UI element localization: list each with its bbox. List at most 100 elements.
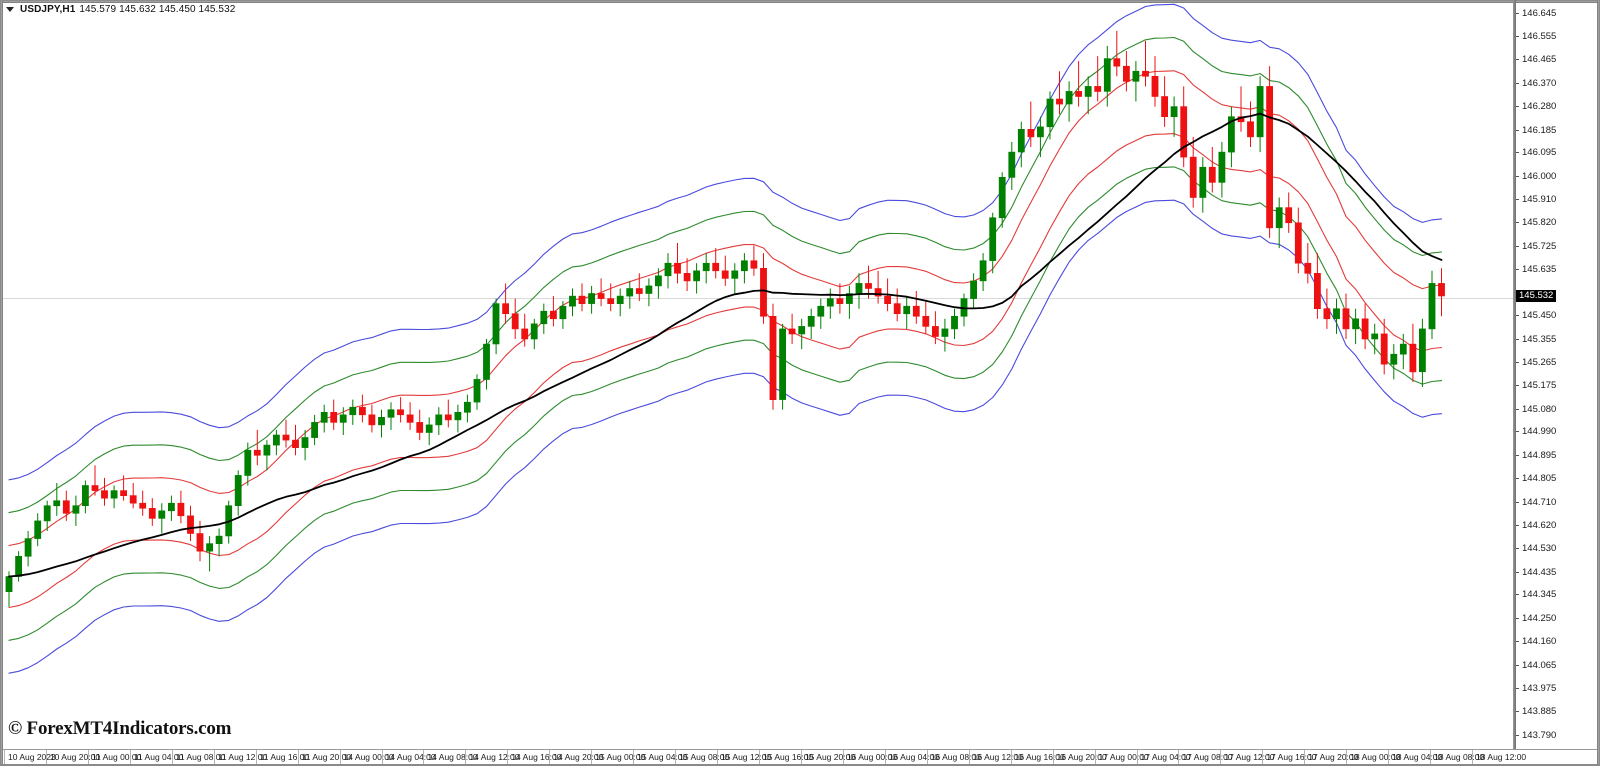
- chart-plot-area[interactable]: [3, 3, 1513, 747]
- time-tick: 18 Aug 04:00: [1388, 750, 1442, 764]
- candle-body: [1438, 283, 1445, 297]
- envelope-outer-lower-line: [8, 199, 1443, 674]
- envelope-inner-upper-line: [8, 70, 1443, 547]
- candle-body: [129, 495, 137, 504]
- candle-body: [979, 260, 987, 282]
- current-price-label: 145.532: [1516, 289, 1557, 302]
- window-left-border: [0, 0, 3, 766]
- candle-body: [540, 310, 548, 325]
- price-tick: 143.885: [1516, 706, 1597, 717]
- candle-body: [1208, 166, 1216, 183]
- candle-body: [148, 507, 156, 519]
- price-tick: 145.355: [1516, 335, 1597, 345]
- price-tick-label: 144.990: [1522, 426, 1557, 438]
- candle-body: [82, 485, 89, 507]
- time-tick-bar: [1388, 750, 1390, 764]
- time-tick-bar: [633, 750, 635, 764]
- time-tick: 14 Aug 00:00: [339, 750, 394, 764]
- candle-body: [721, 270, 729, 279]
- price-tick-dash: [1516, 176, 1519, 178]
- candle-body: [272, 434, 280, 446]
- candle-body: [1084, 86, 1092, 97]
- candle-body: [1256, 86, 1264, 138]
- price-tick-label: 145.910: [1522, 194, 1557, 206]
- candle-body: [330, 411, 338, 423]
- time-tick: 15 Aug 00:00: [591, 750, 645, 764]
- candle-body: [196, 533, 204, 552]
- time-tick-bar: [1472, 750, 1474, 764]
- candle-body: [1285, 207, 1293, 224]
- candle-body: [941, 328, 949, 337]
- candlestick-series: [5, 30, 1445, 607]
- time-tick-label: 14 Aug 20:00: [553, 752, 604, 762]
- time-tick-label: 14 Aug 00:00: [343, 752, 394, 762]
- candle-body: [597, 293, 605, 299]
- price-tick-dash: [1516, 268, 1519, 270]
- time-tick-label: 11 Aug 08:00: [175, 752, 226, 762]
- time-tick-label: 18 Aug 00:00: [1350, 752, 1401, 762]
- candle-body: [1342, 308, 1350, 330]
- candle-body: [817, 305, 825, 317]
- time-tick-label: 15 Aug 00:00: [595, 752, 646, 762]
- time-tick: 16 Aug 16:00: [1010, 750, 1065, 764]
- time-tick-bar: [339, 750, 341, 764]
- time-tick-label: 15 Aug 04:00: [637, 752, 688, 762]
- envelope-inner-lower-line: [8, 133, 1443, 609]
- time-tick-bar: [1010, 750, 1012, 764]
- candle-body: [1103, 58, 1111, 92]
- price-tick-dash: [1516, 58, 1519, 60]
- time-tick-bar: [1094, 750, 1096, 764]
- time-tick-bar: [1430, 750, 1432, 764]
- time-tick-bar: [884, 750, 886, 764]
- price-tick: 146.000: [1516, 172, 1597, 182]
- candle-body: [1151, 76, 1159, 97]
- candle-body: [1008, 151, 1016, 178]
- candle-body: [435, 414, 443, 426]
- price-tick-label: 144.895: [1522, 450, 1557, 462]
- candle-body: [1180, 106, 1188, 158]
- candle-body: [1266, 86, 1273, 229]
- candle-body: [34, 520, 42, 539]
- price-tick-dash: [1516, 431, 1519, 433]
- candle-body: [1323, 308, 1331, 320]
- price-tick-label: 144.065: [1522, 660, 1557, 672]
- candle-body: [301, 437, 309, 448]
- price-tick-label: 143.975: [1522, 682, 1557, 694]
- price-tick-label: 144.530: [1522, 542, 1557, 554]
- price-tick: 144.250: [1516, 614, 1597, 624]
- chevron-down-icon[interactable]: [6, 7, 14, 12]
- time-scale[interactable]: 10 Aug 2023 10 Aug 20:00 11 Aug 00:00 11 Au…: [3, 749, 1597, 764]
- candle-body: [158, 510, 166, 519]
- candle-body: [989, 217, 997, 261]
- time-tick: 16 Aug 04:00: [884, 750, 939, 764]
- candle-body: [1294, 222, 1302, 264]
- price-tick: 144.895: [1516, 451, 1597, 461]
- candle-body: [693, 270, 700, 282]
- candle-body: [912, 305, 920, 317]
- time-tick: 14 Aug 08:00: [423, 750, 478, 764]
- time-tick-bar: [45, 750, 47, 764]
- price-tick: 144.990: [1516, 427, 1597, 437]
- candle-body: [702, 262, 710, 272]
- price-tick-dash: [1516, 339, 1519, 341]
- candle-body: [731, 270, 739, 279]
- candle-body: [874, 288, 882, 297]
- candle-body: [1132, 70, 1140, 82]
- candle-body: [903, 305, 911, 315]
- time-tick-label: 14 Aug 12:00: [469, 752, 520, 762]
- price-tick-label: 146.370: [1522, 77, 1557, 89]
- price-tick-dash: [1516, 199, 1519, 201]
- price-tick: 146.465: [1516, 54, 1597, 65]
- candle-body: [645, 285, 653, 294]
- price-scale[interactable]: 146.645 146.555 146.465 146.370 146.280 146.1…: [1516, 3, 1597, 747]
- price-tick-dash: [1516, 105, 1519, 107]
- candle-body: [674, 262, 681, 274]
- candle-body: [1228, 116, 1235, 153]
- candle-body: [15, 555, 22, 577]
- candle-body: [292, 439, 299, 449]
- time-tick: 14 Aug 20:00: [549, 750, 603, 764]
- price-tick-dash: [1516, 408, 1519, 410]
- candle-body: [1027, 129, 1035, 138]
- candle-body: [1142, 70, 1149, 77]
- candle-body: [378, 416, 385, 426]
